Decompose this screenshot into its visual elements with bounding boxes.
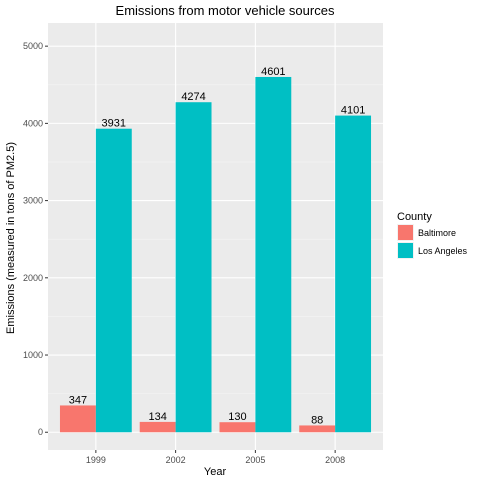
bar-value-label: 3931 [102,118,126,130]
bar-value-label: 88 [311,414,323,426]
x-tick-label: 2002 [166,455,186,465]
legend-swatch [398,243,413,258]
bar-value-label: 134 [148,411,166,423]
x-tick-label: 2005 [245,455,265,465]
y-tick-label: 5000 [23,41,43,51]
bar-value-labels: 347 134 130 88 3931 4274 4601 4101 [69,66,366,426]
legend-swatch [398,225,413,240]
bar-baltimore-2002 [139,421,176,433]
legend: County Baltimore Los Angeles [397,211,468,259]
y-axis: 0 1000 2000 3000 4000 5000 [23,41,48,437]
y-tick-label: 1000 [23,350,43,360]
y-axis-title: Emissions (measured in tons of PM2.5) [5,142,17,334]
x-axis: 1999 2002 2005 2008 [86,450,345,465]
bar-los-angeles-1999 [95,128,132,433]
bar-value-label: 4101 [341,105,365,117]
legend-label: Baltimore [418,228,456,238]
y-tick-label: 0 [38,427,43,437]
legend-label: Los Angeles [418,246,468,256]
y-tick-label: 3000 [23,196,43,206]
legend-title: County [397,211,432,223]
bar-baltimore-2005 [219,422,256,433]
y-tick-label: 4000 [23,118,43,128]
x-axis-title: Year [204,466,227,478]
y-tick-label: 2000 [23,273,43,283]
x-tick-label: 1999 [86,455,106,465]
bars [59,76,372,433]
bar-baltimore-1999 [59,405,96,433]
chart-title: Emissions from motor vehicle sources [116,3,335,18]
bar-value-label: 4274 [181,91,205,103]
x-tick-label: 2008 [325,455,345,465]
bar-value-label: 347 [69,394,87,406]
bar-los-angeles-2005 [255,76,292,433]
bar-value-label: 130 [228,411,246,423]
bar-los-angeles-2008 [335,115,372,433]
bar-value-label: 4601 [261,66,285,78]
bar-baltimore-2008 [299,425,336,433]
bar-los-angeles-2002 [175,102,212,433]
